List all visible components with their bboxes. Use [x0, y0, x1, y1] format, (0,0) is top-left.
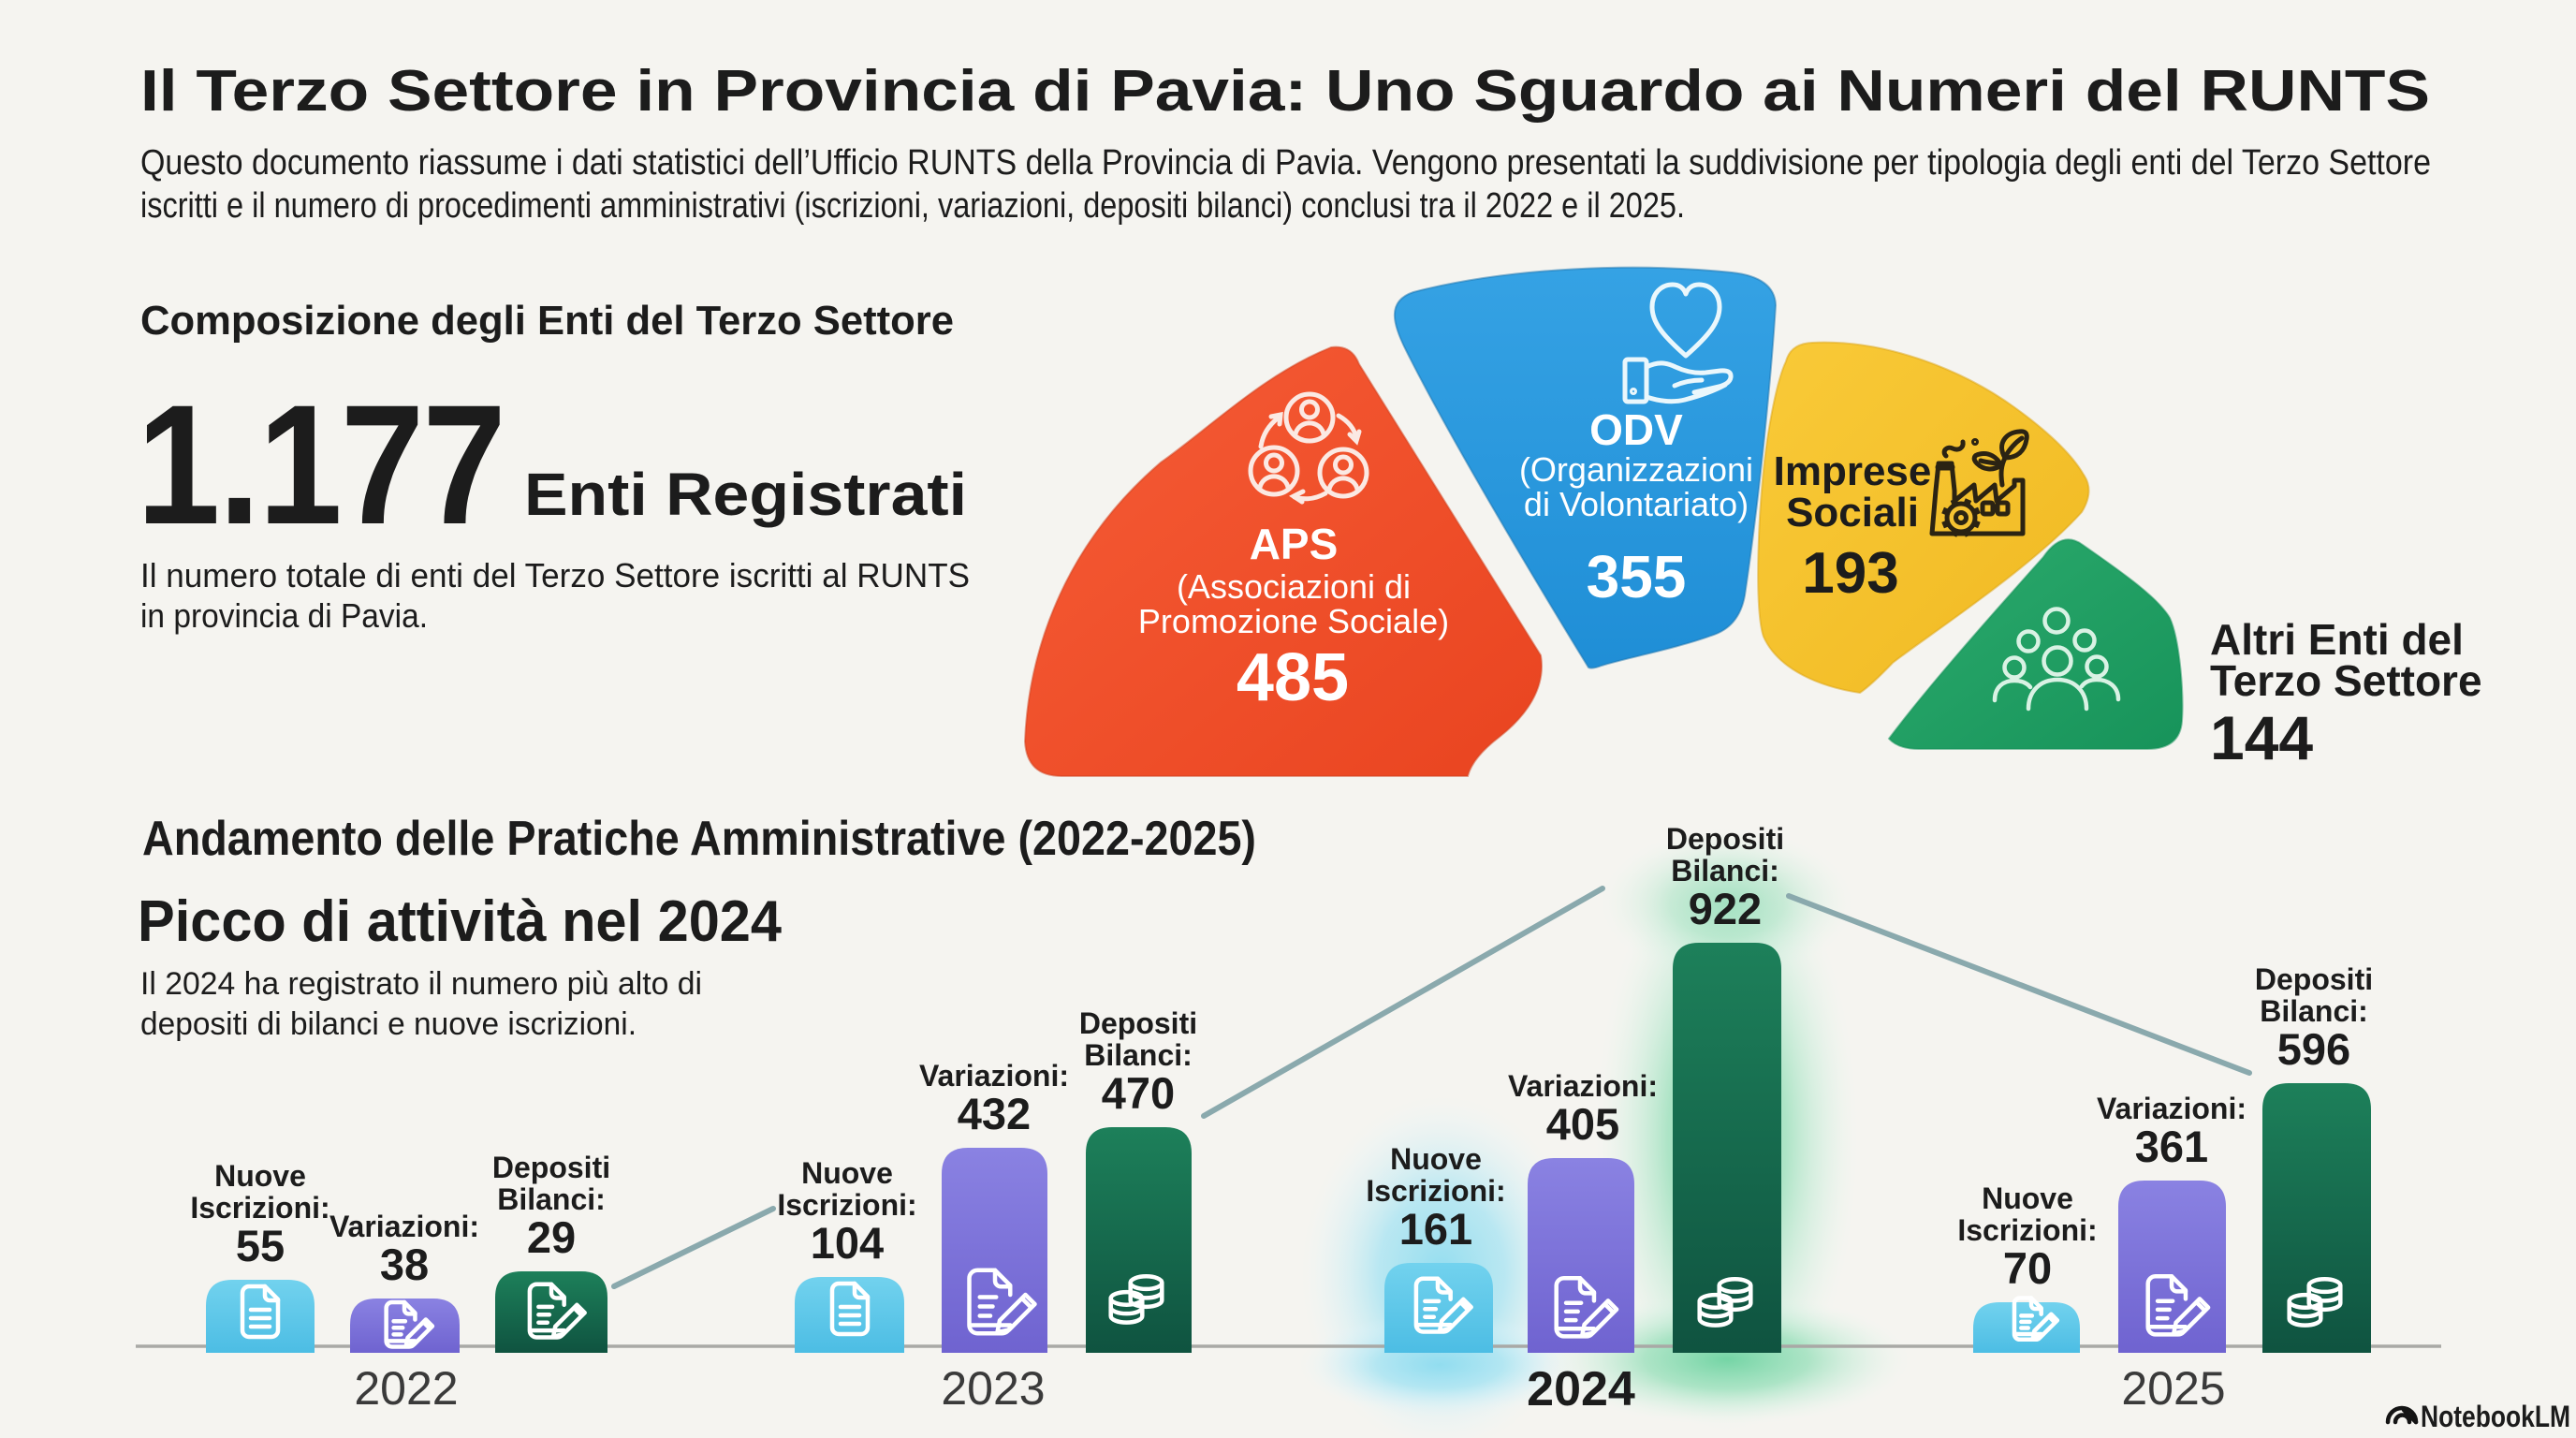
svg-text:Enti Registrati: Enti Registrati: [524, 461, 967, 528]
svg-text:2023: 2023: [941, 1362, 1045, 1415]
svg-text:in provincia di Pavia.: in provincia di Pavia.: [140, 596, 428, 635]
svg-text:Composizione degli Enti del Te: Composizione degli Enti del Terzo Settor…: [140, 298, 954, 344]
svg-text:Bilanci:: Bilanci:: [2260, 994, 2368, 1028]
svg-text:Nuove: Nuove: [801, 1156, 893, 1190]
svg-text:104: 104: [811, 1218, 884, 1268]
svg-text:2022: 2022: [354, 1362, 458, 1415]
svg-text:193: 193: [1802, 541, 1898, 606]
svg-text:Nuove: Nuove: [1390, 1142, 1482, 1176]
svg-text:di Volontariato): di Volontariato): [1524, 485, 1749, 523]
svg-text:596: 596: [2277, 1024, 2350, 1074]
svg-text:Picco di attività nel 2024: Picco di attività nel 2024: [138, 889, 782, 954]
svg-text:Sociali: Sociali: [1786, 490, 1919, 536]
svg-text:(Associazioni di: (Associazioni di: [1177, 567, 1411, 606]
svg-text:Variazioni:: Variazioni:: [1508, 1069, 1658, 1103]
svg-text:Depositi: Depositi: [2255, 962, 2373, 996]
svg-text:Nuove: Nuove: [214, 1159, 306, 1193]
svg-text:29: 29: [527, 1212, 576, 1262]
svg-text:Iscrizioni:: Iscrizioni:: [1957, 1213, 2097, 1247]
svg-text:Bilanci:: Bilanci:: [497, 1182, 606, 1216]
svg-text:2024: 2024: [1527, 1362, 1635, 1416]
svg-text:Depositi: Depositi: [492, 1151, 610, 1184]
svg-text:Depositi: Depositi: [1079, 1006, 1197, 1040]
svg-text:Iscrizioni:: Iscrizioni:: [1366, 1174, 1505, 1208]
svg-text:Il 2024 ha registrato il numer: Il 2024 ha registrato il numero più alto…: [140, 966, 702, 1002]
svg-text:1.177: 1.177: [137, 369, 505, 560]
svg-text:Il numero totale di enti del T: Il numero totale di enti del Terzo Setto…: [140, 556, 970, 594]
svg-text:922: 922: [1689, 884, 1762, 933]
svg-text:38: 38: [380, 1240, 429, 1289]
svg-text:470: 470: [1102, 1068, 1175, 1118]
svg-text:405: 405: [1546, 1099, 1619, 1149]
svg-text:Imprese: Imprese: [1774, 448, 1932, 494]
svg-text:432: 432: [958, 1089, 1031, 1138]
svg-text:Altri Enti del: Altri Enti del: [2210, 615, 2464, 664]
svg-text:depositi di bilanci e nuove is: depositi di bilanci e nuove iscrizioni.: [140, 1006, 637, 1042]
svg-text:Bilanci:: Bilanci:: [1671, 854, 1779, 888]
svg-text:Iscrizioni:: Iscrizioni:: [190, 1191, 329, 1225]
svg-text:Bilanci:: Bilanci:: [1084, 1038, 1193, 1072]
svg-text:Variazioni:: Variazioni:: [919, 1059, 1069, 1093]
svg-text:Il Terzo Settore in Provincia: Il Terzo Settore in Provincia di Pavia: …: [140, 59, 2430, 124]
svg-text:Variazioni:: Variazioni:: [329, 1210, 479, 1243]
svg-text:70: 70: [2003, 1243, 2052, 1293]
svg-text:APS: APS: [1250, 520, 1339, 568]
svg-text:144: 144: [2210, 703, 2313, 772]
svg-text:Variazioni:: Variazioni:: [2097, 1092, 2247, 1125]
svg-text:ODV: ODV: [1589, 405, 1683, 454]
svg-text:Nuove: Nuove: [1982, 1181, 2073, 1215]
svg-text:(Organizzazioni: (Organizzazioni: [1519, 450, 1753, 489]
svg-text:361: 361: [2135, 1122, 2208, 1171]
svg-text:Depositi: Depositi: [1666, 822, 1784, 856]
svg-text:Iscrizioni:: Iscrizioni:: [777, 1188, 916, 1222]
svg-text:Promozione Sociale): Promozione Sociale): [1138, 602, 1449, 640]
svg-text:Terzo Settore: Terzo Settore: [2210, 656, 2482, 705]
svg-text:2025: 2025: [2121, 1362, 2225, 1415]
svg-text:Questo documento riassume i da: Questo documento riassume i dati statist…: [140, 143, 2431, 183]
svg-text:161: 161: [1399, 1204, 1472, 1254]
svg-text:Andamento delle Pratiche Ammin: Andamento delle Pratiche Amministrative …: [142, 812, 1256, 866]
svg-text:355: 355: [1587, 543, 1687, 610]
svg-text:485: 485: [1237, 640, 1349, 715]
svg-text:NotebookLM: NotebookLM: [2421, 1400, 2570, 1433]
svg-text:55: 55: [236, 1221, 285, 1270]
svg-text:iscritti e il numero di proced: iscritti e il numero di procedimenti amm…: [140, 186, 1685, 226]
